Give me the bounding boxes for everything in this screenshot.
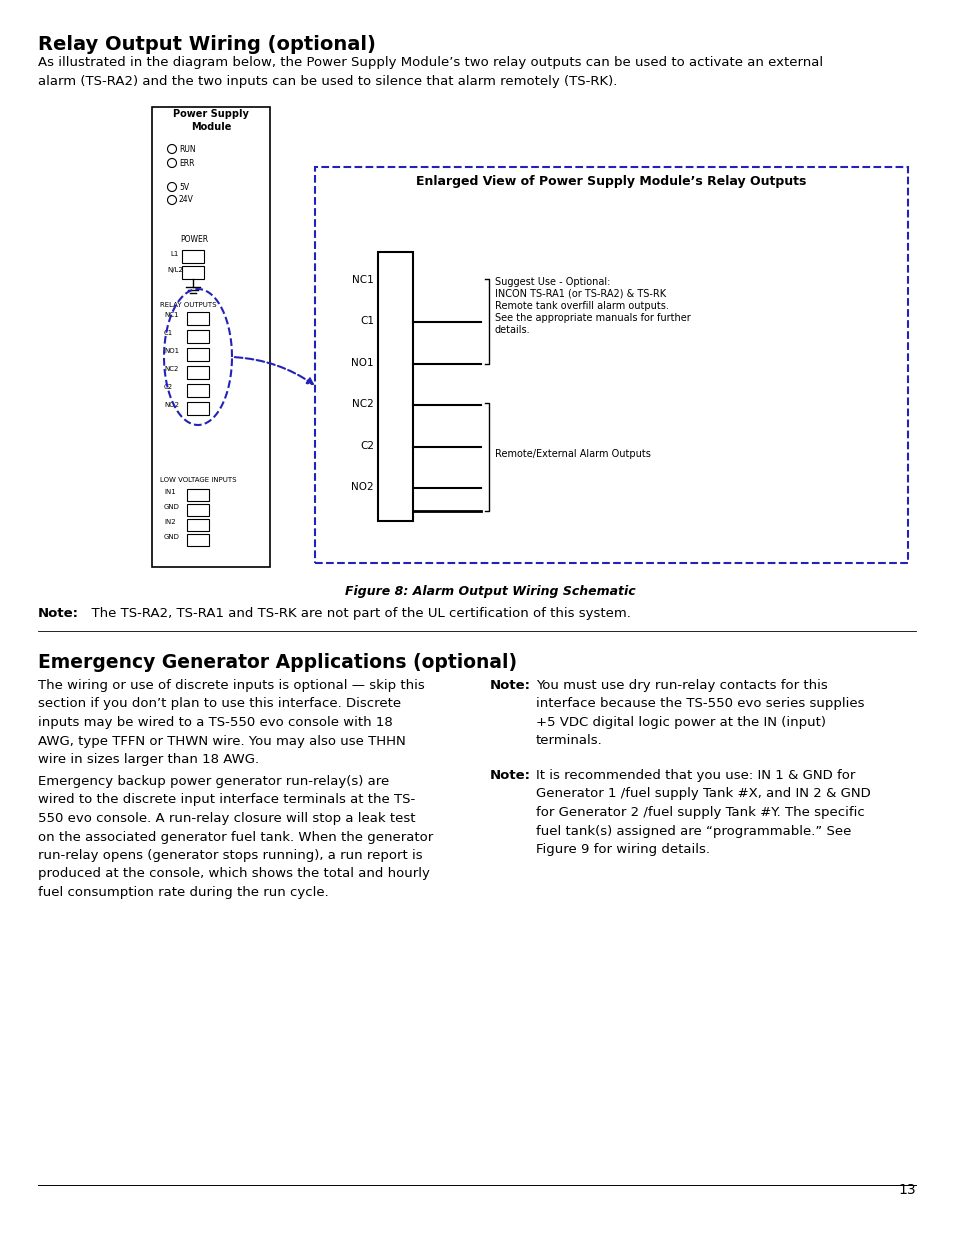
- Text: C1: C1: [359, 316, 374, 326]
- Text: C2: C2: [164, 384, 172, 390]
- Text: Power Supply
Module: Power Supply Module: [172, 109, 249, 132]
- Text: IN2: IN2: [164, 519, 175, 525]
- Text: The wiring or use of discrete inputs is optional — skip this
section if you don’: The wiring or use of discrete inputs is …: [38, 679, 424, 766]
- Text: You must use dry run-relay contacts for this
interface because the TS-550 evo se: You must use dry run-relay contacts for …: [536, 679, 863, 747]
- Text: RUN: RUN: [179, 144, 195, 153]
- Text: NO2: NO2: [351, 482, 374, 492]
- Text: Emergency backup power generator run-relay(s) are
wired to the discrete input in: Emergency backup power generator run-rel…: [38, 776, 433, 899]
- Text: NC1: NC1: [164, 312, 178, 317]
- Bar: [314, 167, 907, 563]
- Text: The TS-RA2, TS-RA1 and TS-RK are not part of the UL certification of this system: The TS-RA2, TS-RA1 and TS-RK are not par…: [83, 606, 630, 620]
- Bar: [182, 249, 204, 263]
- Text: IN1: IN1: [164, 489, 175, 495]
- Text: Enlarged View of Power Supply Module’s Relay Outputs: Enlarged View of Power Supply Module’s R…: [416, 175, 806, 188]
- Text: NO1: NO1: [351, 358, 374, 368]
- Text: Emergency Generator Applications (optional): Emergency Generator Applications (option…: [38, 653, 517, 672]
- Text: details.: details.: [495, 325, 530, 335]
- Text: 24V: 24V: [179, 195, 193, 205]
- Text: LOW VOLTAGE INPUTS: LOW VOLTAGE INPUTS: [160, 477, 236, 483]
- Bar: [187, 330, 209, 343]
- Text: Note:: Note:: [490, 679, 531, 692]
- Bar: [187, 403, 209, 415]
- Text: GND: GND: [164, 504, 180, 510]
- Text: NC2: NC2: [164, 366, 178, 372]
- Text: NO2: NO2: [164, 403, 179, 408]
- Bar: [187, 504, 209, 516]
- Bar: [377, 252, 413, 521]
- Bar: [182, 266, 204, 279]
- Text: GND: GND: [164, 534, 180, 540]
- Bar: [187, 348, 209, 361]
- Text: Remote tank overfill alarm outputs.: Remote tank overfill alarm outputs.: [495, 301, 668, 311]
- Text: N/L2: N/L2: [167, 267, 183, 273]
- Circle shape: [168, 158, 176, 168]
- Bar: [187, 366, 209, 379]
- Text: Remote/External Alarm Outputs: Remote/External Alarm Outputs: [495, 450, 650, 459]
- Text: C2: C2: [359, 441, 374, 451]
- Text: POWER: POWER: [180, 235, 208, 245]
- Text: It is recommended that you use: IN 1 & GND for
Generator 1 /fuel supply Tank #X,: It is recommended that you use: IN 1 & G…: [536, 769, 870, 856]
- Text: NC1: NC1: [352, 275, 374, 285]
- Text: NC2: NC2: [352, 399, 374, 409]
- Bar: [152, 107, 270, 567]
- Bar: [187, 384, 209, 396]
- Bar: [187, 312, 209, 325]
- Text: As illustrated in the diagram below, the Power Supply Module’s two relay outputs: As illustrated in the diagram below, the…: [38, 56, 822, 88]
- Text: RELAY OUTPUTS: RELAY OUTPUTS: [160, 303, 216, 308]
- Bar: [187, 519, 209, 531]
- Text: Suggest Use - Optional:: Suggest Use - Optional:: [495, 277, 610, 287]
- Text: Figure 8: Alarm Output Wiring Schematic: Figure 8: Alarm Output Wiring Schematic: [344, 585, 635, 598]
- Text: 13: 13: [898, 1183, 915, 1197]
- Circle shape: [168, 195, 176, 205]
- Text: 5V: 5V: [179, 183, 189, 191]
- Bar: [187, 489, 209, 501]
- Text: INCON TS-RA1 (or TS-RA2) & TS-RK: INCON TS-RA1 (or TS-RA2) & TS-RK: [495, 289, 665, 299]
- Text: See the appropriate manuals for further: See the appropriate manuals for further: [495, 312, 690, 324]
- Text: Note:: Note:: [490, 769, 531, 782]
- Circle shape: [168, 144, 176, 153]
- Text: C1: C1: [164, 330, 173, 336]
- Text: ERR: ERR: [179, 158, 194, 168]
- Text: Relay Output Wiring (optional): Relay Output Wiring (optional): [38, 35, 375, 54]
- Circle shape: [168, 183, 176, 191]
- Bar: [187, 534, 209, 546]
- Text: Note:: Note:: [38, 606, 79, 620]
- Text: L1: L1: [170, 251, 178, 257]
- Text: NO1: NO1: [164, 348, 179, 354]
